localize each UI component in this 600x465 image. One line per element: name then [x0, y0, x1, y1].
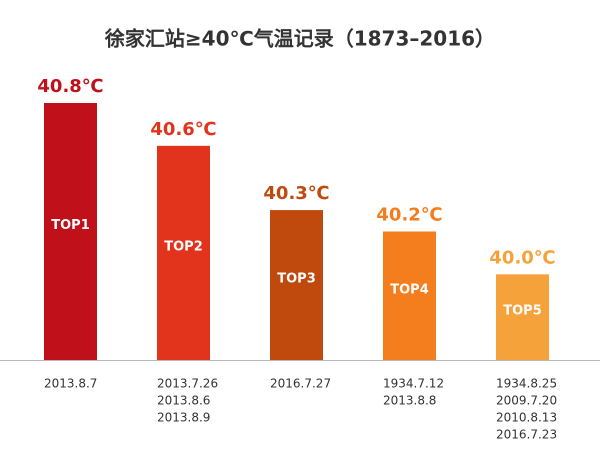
bar — [383, 231, 436, 360]
x-tick-label: 2013.8.8 — [383, 394, 436, 408]
x-tick-label: 2013.8.7 — [44, 377, 97, 391]
value-label: 40.0℃ — [489, 247, 555, 268]
x-tick-label: 1934.7.12 — [383, 377, 444, 391]
chart-title: 徐家汇站≥40℃气温记录（1873–2016） — [104, 27, 495, 51]
bar-label: TOP3 — [277, 272, 316, 287]
bar — [157, 145, 210, 360]
value-label: 40.3℃ — [263, 183, 329, 204]
value-label: 40.8℃ — [37, 76, 103, 97]
x-tick-label: 2013.8.9 — [157, 411, 210, 425]
value-label: 40.6℃ — [150, 119, 216, 140]
bar-label: TOP5 — [503, 304, 542, 319]
x-tick-label: 2009.7.20 — [496, 394, 557, 408]
bar — [44, 103, 97, 360]
x-tick-label: 2010.8.13 — [496, 411, 557, 425]
value-label: 40.2℃ — [376, 205, 442, 226]
bar-label: TOP1 — [51, 218, 90, 233]
bar — [496, 274, 549, 360]
bar — [270, 210, 323, 360]
x-tick-label: 2013.8.6 — [157, 394, 210, 408]
bar-label: TOP2 — [164, 239, 203, 254]
x-tick-label: 1934.8.25 — [496, 377, 557, 391]
x-tick-label: 2016.7.27 — [270, 377, 331, 391]
x-tick-label: 2016.7.23 — [496, 428, 557, 442]
x-tick-label: 2013.7.26 — [157, 377, 218, 391]
bar-label: TOP4 — [390, 282, 429, 297]
